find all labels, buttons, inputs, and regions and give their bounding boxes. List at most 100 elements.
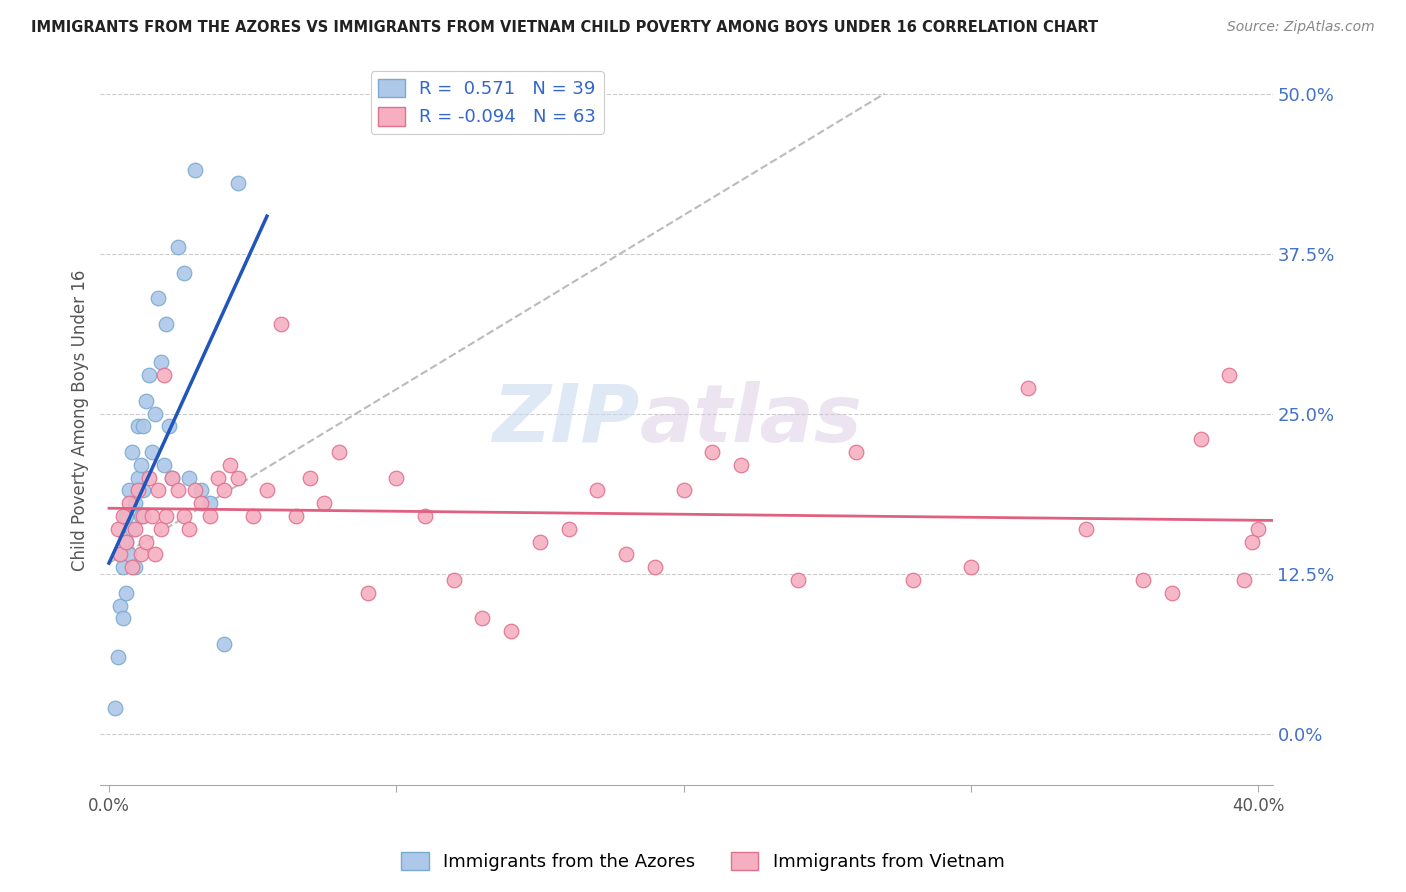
Point [443, 573, 465, 587]
Point [314, 496, 336, 510]
Point [141, 445, 163, 459]
Point [190, 496, 212, 510]
Point [242, 508, 264, 523]
Point [118, 496, 141, 510]
Point [138, 368, 160, 383]
Point [149, 355, 172, 369]
Point [586, 483, 609, 498]
Point [173, 266, 195, 280]
Point [104, 701, 127, 715]
Point [179, 522, 201, 536]
Point [155, 508, 177, 523]
Point [190, 483, 212, 498]
Point [212, 637, 235, 651]
Text: atlas: atlas [640, 381, 862, 459]
Point [110, 599, 132, 613]
Point [226, 470, 249, 484]
Point [115, 534, 138, 549]
Point [167, 483, 190, 498]
Point [557, 522, 579, 536]
Point [135, 534, 157, 549]
Point [129, 458, 152, 472]
Point [198, 508, 221, 523]
Point [1233, 573, 1256, 587]
Legend: R =  0.571   N = 39, R = -0.094   N = 63: R = 0.571 N = 39, R = -0.094 N = 63 [371, 71, 603, 134]
Point [115, 534, 138, 549]
Point [155, 317, 177, 331]
Point [107, 522, 129, 536]
Point [112, 611, 135, 625]
Point [184, 163, 207, 178]
Point [121, 522, 143, 536]
Point [124, 522, 146, 536]
Point [198, 496, 221, 510]
Point [107, 649, 129, 664]
Point [1218, 368, 1240, 383]
Point [299, 470, 322, 484]
Point [218, 458, 240, 472]
Point [413, 508, 436, 523]
Point [115, 586, 138, 600]
Point [143, 407, 166, 421]
Y-axis label: Child Poverty Among Boys Under 16: Child Poverty Among Boys Under 16 [72, 269, 89, 571]
Point [787, 573, 810, 587]
Point [1189, 432, 1212, 446]
Point [256, 483, 278, 498]
Point [614, 547, 637, 561]
Point [118, 547, 141, 561]
Text: Source: ZipAtlas.com: Source: ZipAtlas.com [1227, 20, 1375, 34]
Point [138, 470, 160, 484]
Point [1132, 573, 1154, 587]
Point [132, 508, 155, 523]
Point [270, 317, 292, 331]
Point [132, 483, 155, 498]
Point [501, 624, 523, 639]
Point [184, 483, 207, 498]
Point [129, 508, 152, 523]
Point [179, 470, 201, 484]
Point [127, 470, 149, 484]
Point [110, 547, 132, 561]
Point [1247, 522, 1270, 536]
Point [173, 508, 195, 523]
Point [385, 470, 408, 484]
Point [112, 508, 135, 523]
Point [167, 240, 190, 254]
Point [284, 508, 307, 523]
Point [160, 470, 183, 484]
Point [127, 483, 149, 498]
Point [152, 368, 174, 383]
Point [160, 470, 183, 484]
Point [152, 458, 174, 472]
Point [157, 419, 180, 434]
Text: ZIP: ZIP [492, 381, 640, 459]
Point [135, 393, 157, 408]
Point [129, 547, 152, 561]
Point [124, 496, 146, 510]
Point [112, 560, 135, 574]
Legend: Immigrants from the Azores, Immigrants from Vietnam: Immigrants from the Azores, Immigrants f… [394, 845, 1012, 879]
Point [845, 445, 868, 459]
Text: IMMIGRANTS FROM THE AZORES VS IMMIGRANTS FROM VIETNAM CHILD POVERTY AMONG BOYS U: IMMIGRANTS FROM THE AZORES VS IMMIGRANTS… [31, 20, 1098, 35]
Point [672, 483, 695, 498]
Point [1074, 522, 1097, 536]
Point [149, 522, 172, 536]
Point [702, 445, 724, 459]
Point [903, 573, 925, 587]
Point [121, 560, 143, 574]
Point [146, 483, 169, 498]
Point [146, 291, 169, 305]
Point [471, 611, 494, 625]
Point [143, 547, 166, 561]
Point [1017, 381, 1039, 395]
Point [115, 508, 138, 523]
Point [127, 419, 149, 434]
Point [960, 560, 983, 574]
Point [356, 586, 378, 600]
Point [328, 445, 350, 459]
Point [132, 419, 155, 434]
Point [121, 445, 143, 459]
Point [644, 560, 666, 574]
Point [529, 534, 551, 549]
Point [730, 458, 752, 472]
